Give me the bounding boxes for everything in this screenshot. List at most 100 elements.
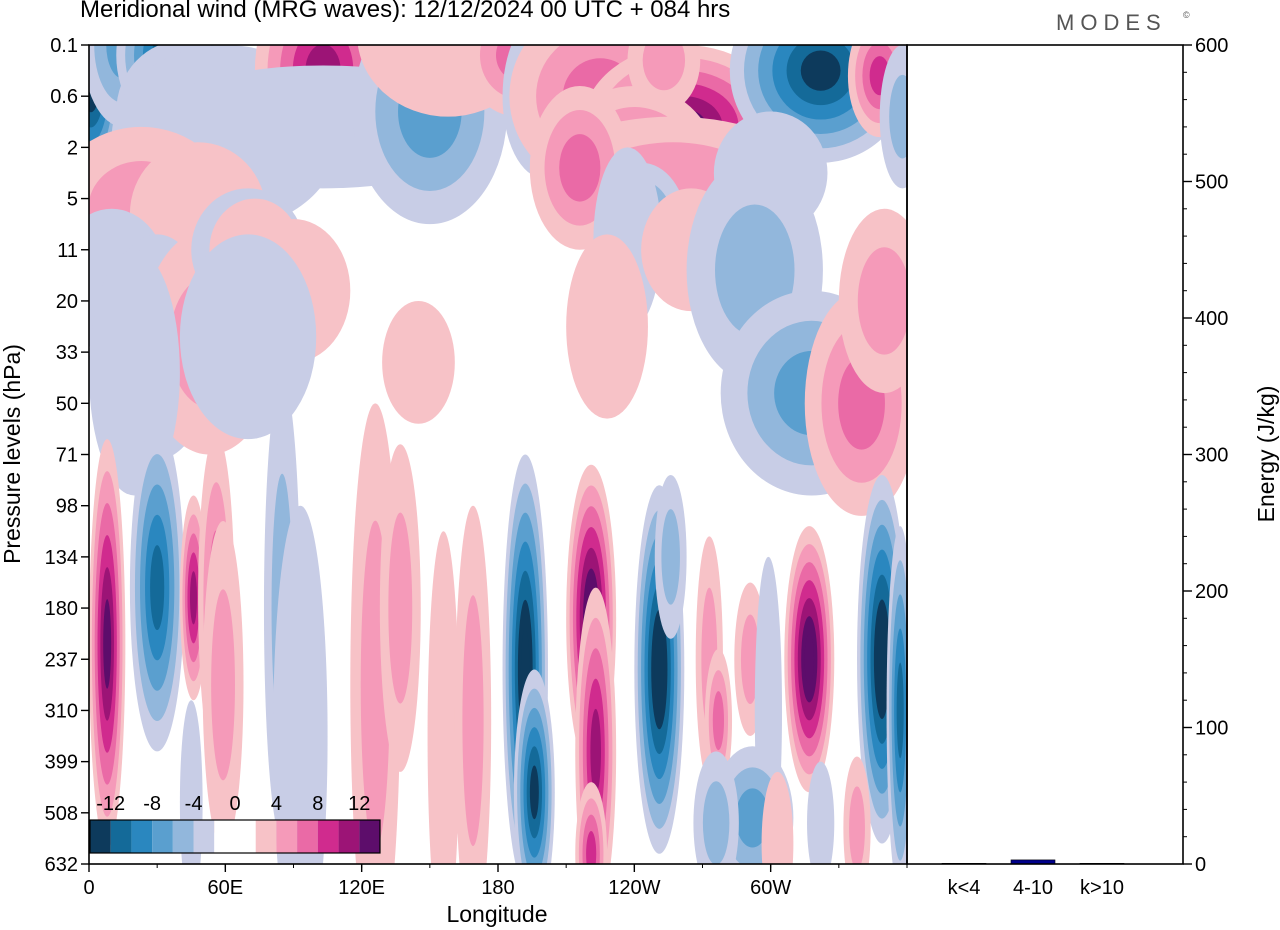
bar-category-label: k<4: [948, 877, 981, 899]
y-tick-label: 0.1: [50, 35, 78, 57]
wind-anomaly-cell: [379, 444, 421, 772]
colorbar-swatch: [90, 820, 111, 853]
contour-band: [273, 505, 328, 864]
wind-anomaly-cell: [202, 521, 244, 849]
colorbar-swatch: [152, 820, 173, 853]
colorbar-swatch: [276, 820, 298, 853]
wind-anomaly-cell: [886, 526, 907, 864]
y-tick-label: 33: [56, 342, 78, 364]
y-axis-left: 0.1 0.6 2 5 11 20 33 50 71 98 134 180 237 310 399 508 63…: [45, 35, 89, 876]
x-axis-label: Longitude: [446, 901, 547, 927]
wind-anomaly-cell: [575, 782, 608, 864]
colorbar-label: 4: [271, 793, 282, 815]
wind-anomaly-cell: [784, 526, 835, 793]
chart-title: Meridional wind (MRG waves): 12/12/2024 …: [80, 0, 731, 23]
contour-band: [654, 634, 665, 705]
y-axis-right: 0 100 200 300 400 500 600: [1183, 35, 1228, 876]
x-tick-label: 180: [481, 877, 514, 899]
colorbar-swatch: [193, 820, 215, 853]
wind-anomaly-cell: [654, 474, 687, 639]
energy-tick-label: 300: [1195, 445, 1228, 467]
y-tick-label: 399: [45, 752, 78, 774]
wind-anomaly-cell: [627, 45, 701, 112]
wind-anomaly-cell: [382, 300, 455, 424]
colorbar-label: -12: [96, 793, 125, 815]
contour-band: [807, 761, 835, 864]
contour-band: [189, 571, 198, 625]
contour-band: [211, 589, 235, 781]
y-tick-label: 5: [67, 189, 78, 211]
contour-band: [529, 765, 539, 820]
x-axis: 0 60E 120E 180 120W 60W: [83, 864, 908, 899]
energy-tick-label: 400: [1195, 308, 1228, 330]
x-tick-label: 120E: [338, 877, 385, 899]
contour-band: [849, 786, 865, 864]
wind-anomaly-cell: [513, 669, 555, 864]
wind-anomaly-cell: [273, 505, 328, 864]
y-tick-label: 632: [45, 854, 78, 876]
x-tick-label: 120W: [608, 877, 660, 899]
colorbar-swatch: [359, 820, 380, 853]
wind-contour-field: [89, 45, 907, 864]
contour-band: [566, 234, 648, 419]
contour-band: [761, 771, 794, 864]
bar-x-axis: k<4 4-10 k>10: [948, 877, 1124, 899]
contour-band: [382, 300, 455, 424]
logo-copyright-mark: ©: [1183, 10, 1190, 20]
wind-anomaly-cell: [129, 423, 185, 752]
bar-panel-frame: [906, 44, 1184, 865]
y-tick-label: 0.6: [50, 86, 78, 108]
y-tick-label: 2: [67, 137, 78, 159]
colorbar-swatch: [131, 820, 153, 853]
energy-axis-label: Energy (J/kg): [1253, 386, 1279, 523]
y-tick-label: 50: [56, 393, 78, 415]
contour-band: [857, 247, 907, 355]
colorbar-swatch: [110, 820, 132, 853]
contour-band: [559, 134, 601, 202]
colorbar-swatch: [172, 820, 194, 853]
contour-band: [103, 599, 112, 689]
wind-anomaly-cell: [879, 45, 907, 189]
wind-anomaly-cell: [575, 587, 617, 864]
colorbar-label: -8: [143, 793, 161, 815]
y-axis-label: Pressure levels (hPa): [0, 344, 25, 564]
y-tick-label: 237: [45, 649, 78, 671]
colorbar-label: 0: [229, 793, 240, 815]
colorbar-label: -4: [185, 793, 203, 815]
x-tick-label: 0: [83, 877, 94, 899]
energy-tick-label: 500: [1195, 172, 1228, 194]
energy-tick-label: 600: [1195, 35, 1228, 57]
y-tick-label: 98: [56, 496, 78, 518]
wind-anomaly-cell: [693, 751, 739, 864]
colorbar-label: 12: [348, 793, 370, 815]
wind-anomaly-cell: [807, 761, 835, 864]
colorbar-labels: -12 -8 -4 0 4 8 12: [96, 793, 370, 815]
energy-tick-label: 200: [1195, 581, 1228, 603]
colorbar-swatch: [214, 820, 235, 853]
wind-anomaly-cell: [89, 439, 126, 849]
y-tick-label: 180: [45, 598, 78, 620]
contour-band: [462, 595, 484, 847]
contour-band: [388, 512, 413, 704]
wind-anomaly-cell: [566, 234, 648, 419]
y-tick-label: 71: [56, 445, 78, 467]
y-tick-label: 11: [57, 240, 78, 262]
contour-band: [586, 830, 597, 864]
energy-tick-label: 100: [1195, 718, 1228, 740]
contour-band: [590, 708, 602, 794]
contour-band: [642, 45, 686, 91]
colorbar-swatch: [338, 820, 360, 853]
wind-anomaly-cell: [179, 234, 317, 440]
wind-anomaly-cell: [454, 505, 492, 864]
bar-category-label: 4-10: [1013, 877, 1053, 899]
contour-band: [712, 691, 725, 751]
contour-band: [427, 531, 460, 864]
contour-band: [702, 781, 730, 864]
contour-band: [740, 614, 760, 705]
wind-anomaly-cell: [843, 756, 871, 864]
colorbar-label: 8: [312, 793, 323, 815]
colorbar-swatch: [235, 820, 256, 853]
colorbar-swatch: [317, 820, 339, 853]
contour-band: [735, 788, 770, 848]
